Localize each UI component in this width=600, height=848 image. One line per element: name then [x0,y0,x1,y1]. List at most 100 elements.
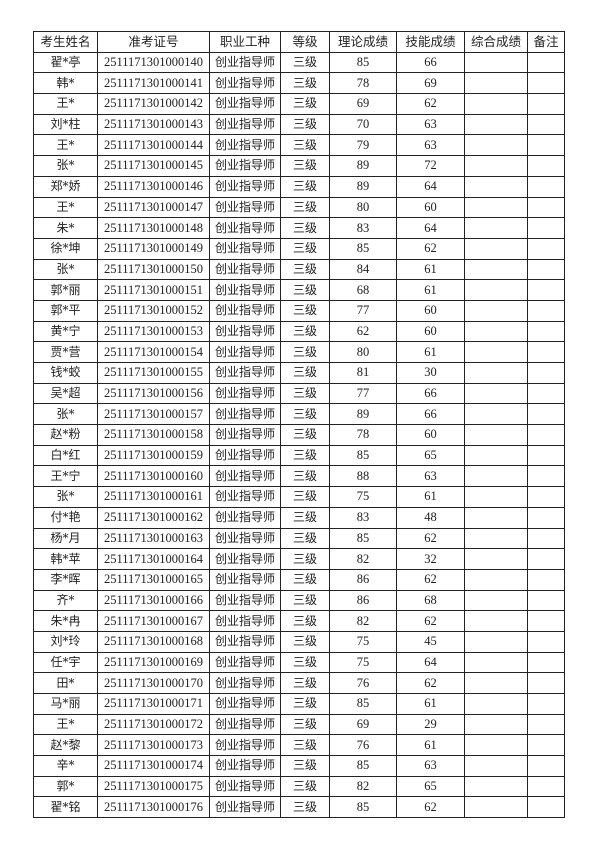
cell-name: 朱*冉 [33,610,98,632]
cell-id: 2511171301000156 [97,382,210,405]
cell-job: 创业指导师 [209,424,281,446]
cell-name: 白*红 [33,444,98,467]
table-row: 郑*娇 2511171301000146 创业指导师 三级 89 64 [33,175,565,198]
cell-note [527,155,565,177]
cell-total [464,320,528,343]
cell-id: 2511171301000141 [97,72,210,95]
table-row: 王* 2511171301000147 创业指导师 三级 80 60 [33,196,565,219]
cell-note [527,341,565,363]
cell-skill: 63 [396,113,465,136]
cell-theory: 80 [329,341,397,363]
cell-job: 创业指导师 [209,93,281,115]
cell-total [464,610,528,632]
cell-theory: 85 [329,444,397,467]
table-row: 郭*平 2511171301000152 创业指导师 三级 77 60 [33,299,565,322]
table-row: 张* 2511171301000145 创业指导师 三级 89 72 [33,155,565,177]
cell-name: 徐*坤 [33,237,98,260]
cell-job: 创业指导师 [209,713,281,736]
cell-theory: 77 [329,382,397,405]
cell-skill: 61 [396,693,465,715]
cell-job: 创业指导师 [209,630,281,653]
cell-id: 2511171301000149 [97,237,210,260]
table-row: 翟*亭 2511171301000140 创业指导师 三级 85 66 [33,51,565,74]
score-table: 考生姓名 准考证号 职业工种 等级 理论成绩 技能成绩 综合成绩 备注 翟*亭 2… [33,31,565,819]
cell-id: 2511171301000150 [97,258,210,281]
cell-name: 朱* [33,217,98,239]
cell-total [464,299,528,322]
cell-job: 创业指导师 [209,362,281,384]
cell-job: 创业指导师 [209,527,281,550]
cell-id: 2511171301000172 [97,713,210,736]
cell-note [527,444,565,467]
cell-theory: 83 [329,506,397,529]
table-row: 杨*月 2511171301000163 创业指导师 三级 85 62 [33,527,565,550]
cell-id: 2511171301000162 [97,506,210,529]
cell-level: 三级 [280,568,330,591]
cell-job: 创业指导师 [209,51,281,74]
cell-skill: 30 [396,362,465,384]
cell-level: 三级 [280,610,330,632]
cell-note [527,568,565,591]
cell-id: 2511171301000153 [97,320,210,343]
cell-note [527,755,565,777]
cell-skill: 29 [396,713,465,736]
cell-note [527,113,565,136]
cell-theory: 85 [329,755,397,777]
table-row: 辛* 2511171301000174 创业指导师 三级 85 63 [33,755,565,777]
cell-id: 2511171301000157 [97,403,210,426]
cell-name: 张* [33,486,98,508]
header-name: 考生姓名 [33,31,98,53]
cell-note [527,403,565,426]
cell-total [464,734,528,757]
cell-id: 2511171301000163 [97,527,210,550]
cell-level: 三级 [280,217,330,239]
cell-level: 三级 [280,155,330,177]
cell-job: 创业指导师 [209,134,281,157]
cell-skill: 63 [396,465,465,488]
cell-total [464,175,528,198]
cell-id: 2511171301000158 [97,424,210,446]
cell-theory: 82 [329,610,397,632]
cell-total [464,589,528,612]
cell-id: 2511171301000145 [97,155,210,177]
cell-theory: 76 [329,672,397,694]
cell-level: 三级 [280,651,330,674]
cell-job: 创业指导师 [209,155,281,177]
cell-total [464,630,528,653]
cell-name: 翟*亭 [33,51,98,74]
header-note: 备注 [527,31,565,53]
cell-id: 2511171301000161 [97,486,210,508]
cell-skill: 64 [396,651,465,674]
cell-total [464,93,528,115]
cell-id: 2511171301000160 [97,465,210,488]
cell-note [527,589,565,612]
cell-job: 创业指导师 [209,196,281,219]
cell-level: 三级 [280,755,330,777]
table-row: 朱*冉 2511171301000167 创业指导师 三级 82 62 [33,610,565,632]
cell-note [527,237,565,260]
cell-skill: 48 [396,506,465,529]
cell-skill: 65 [396,444,465,467]
cell-theory: 78 [329,72,397,95]
cell-name: 韩*苹 [33,548,98,570]
cell-total [464,341,528,363]
cell-job: 创业指导师 [209,610,281,632]
cell-theory: 85 [329,51,397,74]
cell-level: 三级 [280,465,330,488]
cell-level: 三级 [280,362,330,384]
table-row: 韩* 2511171301000141 创业指导师 三级 78 69 [33,72,565,95]
cell-theory: 69 [329,93,397,115]
cell-skill: 69 [396,72,465,95]
cell-job: 创业指导师 [209,693,281,715]
cell-job: 创业指导师 [209,237,281,260]
table-row: 刘*柱 2511171301000143 创业指导师 三级 70 63 [33,113,565,136]
cell-job: 创业指导师 [209,465,281,488]
cell-total [464,237,528,260]
table-row: 田* 2511171301000170 创业指导师 三级 76 62 [33,672,565,694]
cell-theory: 75 [329,630,397,653]
cell-name: 黄*宁 [33,320,98,343]
cell-job: 创业指导师 [209,175,281,198]
cell-name: 郭*丽 [33,279,98,301]
header-row: 考生姓名 准考证号 职业工种 等级 理论成绩 技能成绩 综合成绩 备注 [33,31,565,53]
cell-id: 2511171301000159 [97,444,210,467]
